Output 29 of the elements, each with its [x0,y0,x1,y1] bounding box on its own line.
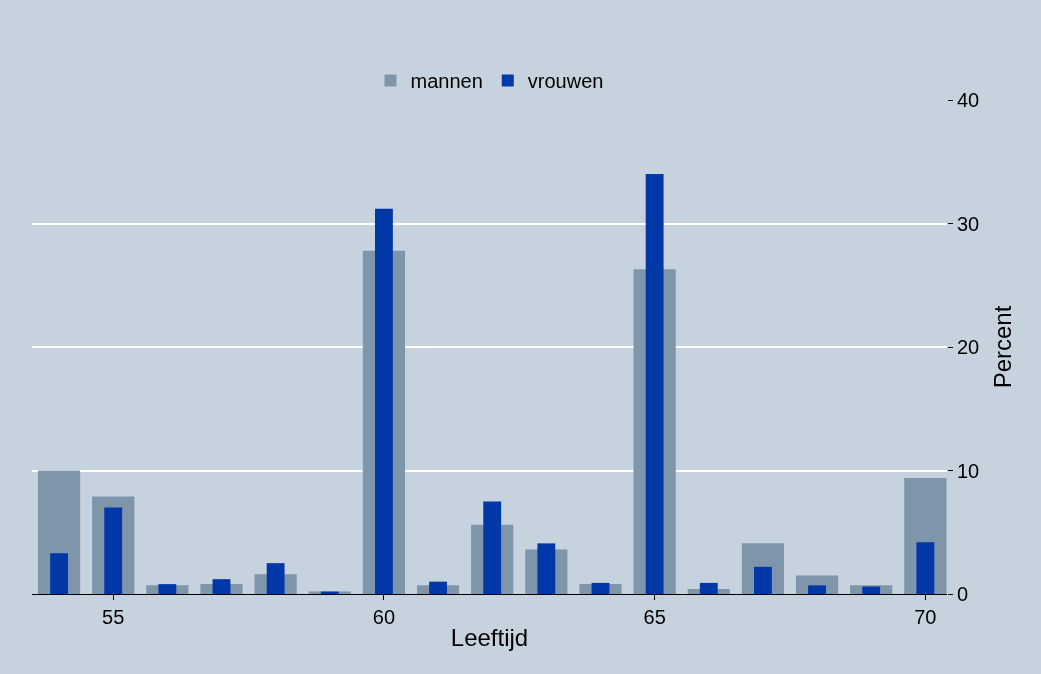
bar [212,579,231,594]
bar [699,582,718,594]
legend-label: vrouwen [527,70,604,93]
bar [374,208,393,594]
bar [753,566,772,594]
bar [266,563,285,594]
bar [862,586,881,594]
x-tick-label: 60 [372,606,396,628]
bar [537,543,556,594]
bar [50,553,68,594]
bar [645,174,664,594]
y-tick-label: 0 [957,583,969,605]
bar [808,585,826,594]
bar [483,501,502,594]
bar [158,584,177,594]
y-axis-title: Percent [988,305,1016,389]
x-tick-label: 70 [914,606,937,628]
x-tick-label: 55 [102,606,125,628]
bar [591,582,610,594]
y-tick-label: 30 [957,212,980,235]
bar [916,542,935,594]
bar [429,581,447,594]
x-tick-label: 65 [643,606,666,628]
legend-label: mannen [410,70,483,93]
y-tick-label: 40 [957,89,980,111]
y-tick-label: 20 [957,336,980,358]
y-tick-label: 10 [957,459,980,482]
bar [104,507,123,594]
x-axis-title: Leeftijd [450,624,529,652]
